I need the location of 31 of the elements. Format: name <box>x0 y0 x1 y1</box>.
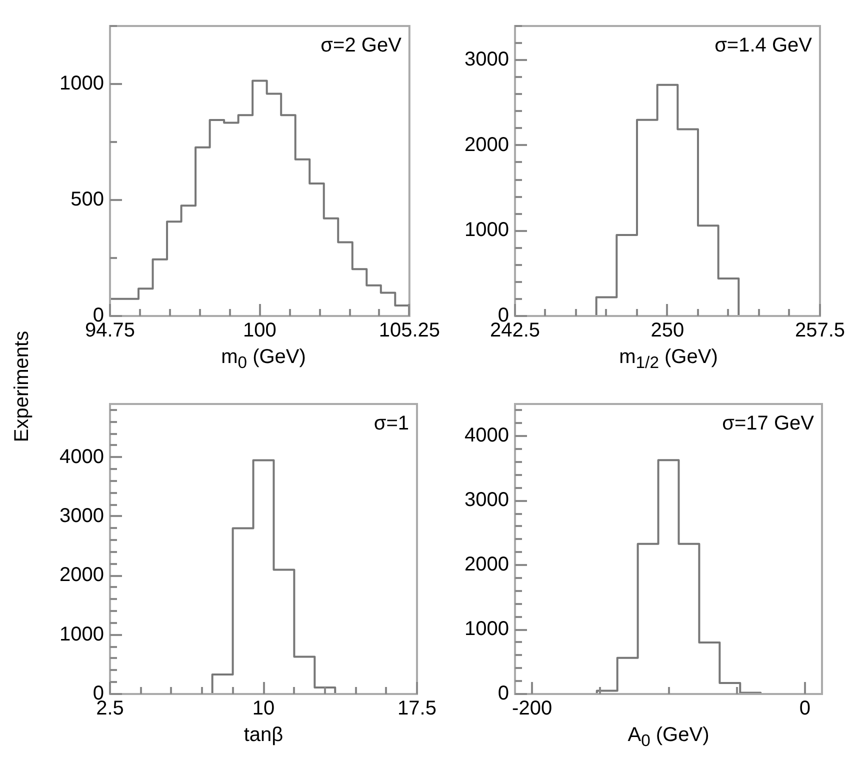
annotation: σ=17 GeV <box>722 412 815 435</box>
y-tick-label: 1000 <box>60 623 104 646</box>
annotation: σ=1 <box>374 412 409 435</box>
y-tick-label: 2000 <box>464 134 509 156</box>
y-tick-label: 500 <box>70 188 104 211</box>
y-tick-label: 1000 <box>464 219 509 242</box>
x-tick-label: 0 <box>799 698 811 720</box>
x-tick-label: 10 <box>252 698 275 720</box>
x-axis-title: m$_{0}$ (GeV) <box>220 346 307 373</box>
y-axis-title: Experiments <box>12 330 34 442</box>
y-tick-label: 4000 <box>464 424 509 447</box>
x-tick-label: 17.5 <box>398 698 436 720</box>
x-axis-title: tanβ <box>242 724 284 747</box>
x-tick-label: 250 <box>650 320 684 342</box>
x-tick-label: 105.25 <box>378 320 440 342</box>
annotation: σ=2 GeV <box>320 34 402 57</box>
x-tick-label: 257.5 <box>794 320 846 342</box>
x-tick-label: -200 <box>512 698 552 720</box>
x-axis-title: m$_{1/2}$ (GeV) <box>618 346 719 373</box>
y-tick-label: 0 <box>498 682 509 705</box>
y-tick-label: 2000 <box>464 554 509 576</box>
x-axis-title: A$_{0}$ (GeV) <box>626 724 710 751</box>
y-tick-label: 1000 <box>60 72 104 95</box>
y-tick-label: 3000 <box>464 48 509 71</box>
y-tick-label: 3000 <box>464 489 509 512</box>
x-tick-label: 100 <box>243 320 276 342</box>
annotation: σ=1.4 GeV <box>714 34 813 57</box>
y-tick-label: 4000 <box>60 446 104 468</box>
y-tick-label: 3000 <box>60 504 104 527</box>
y-tick-label: 1000 <box>464 618 509 640</box>
y-tick-label: 2000 <box>60 564 104 586</box>
